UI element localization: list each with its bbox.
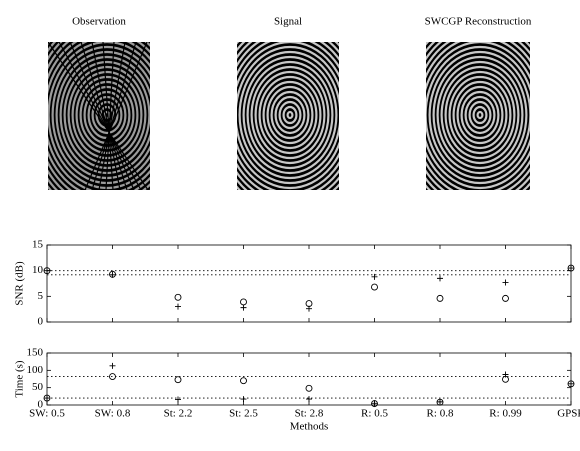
circle-marker bbox=[306, 301, 312, 307]
y-tick-label: 0 bbox=[38, 316, 44, 328]
y-tick-label: 15 bbox=[32, 239, 44, 251]
x-tick-label: St: 2.2 bbox=[164, 408, 193, 420]
x-tick-label: R: 0.5 bbox=[361, 408, 388, 420]
fingerprint-image bbox=[21, 7, 194, 223]
y-tick-label: 10 bbox=[32, 264, 44, 276]
circle-marker bbox=[241, 378, 247, 384]
panel-title: Observation bbox=[72, 16, 126, 28]
plus-marker bbox=[110, 363, 116, 369]
fingerprint-image bbox=[394, 7, 567, 223]
y-tick-label: 5 bbox=[38, 290, 44, 302]
plus-marker bbox=[175, 304, 181, 310]
plus-marker bbox=[241, 305, 247, 311]
figure: Observation Signal SWCGP Reconstruction 0 5 1… bbox=[0, 0, 580, 451]
circle-marker bbox=[241, 299, 247, 305]
circle-marker bbox=[372, 284, 378, 290]
circle-marker bbox=[437, 295, 443, 301]
circle-marker bbox=[175, 377, 181, 383]
y-tick-label: 50 bbox=[32, 381, 44, 393]
x-axis-label: Methods bbox=[290, 421, 329, 433]
panel-title: Signal bbox=[274, 16, 302, 28]
x-tick-label: SW: 0.5 bbox=[29, 408, 65, 420]
x-tick-label: R: 0.99 bbox=[489, 408, 522, 420]
y-axis-label: SNR (dB) bbox=[14, 261, 26, 306]
plus-marker bbox=[175, 396, 181, 402]
plus-marker bbox=[241, 396, 247, 402]
circle-marker bbox=[175, 294, 181, 300]
x-tick-label: R: 0.8 bbox=[427, 408, 454, 420]
x-tick-label: SW: 0.8 bbox=[95, 408, 131, 420]
plus-marker bbox=[306, 306, 312, 312]
x-tick-label: St: 2.8 bbox=[295, 408, 324, 420]
plus-marker bbox=[503, 279, 509, 285]
x-tick-label: St: 2.5 bbox=[229, 408, 258, 420]
y-tick-label: 150 bbox=[27, 347, 44, 359]
y-axis-label: Time (s) bbox=[14, 360, 26, 398]
panel-title: SWCGP Reconstruction bbox=[425, 16, 532, 28]
x-tick-label: GPSR bbox=[557, 408, 580, 420]
fingerprint-image bbox=[204, 7, 377, 223]
y-tick-label: 100 bbox=[27, 364, 44, 376]
plus-marker bbox=[306, 396, 312, 402]
plus-marker bbox=[437, 275, 443, 281]
circle-marker bbox=[503, 295, 509, 301]
circle-marker bbox=[306, 385, 312, 391]
